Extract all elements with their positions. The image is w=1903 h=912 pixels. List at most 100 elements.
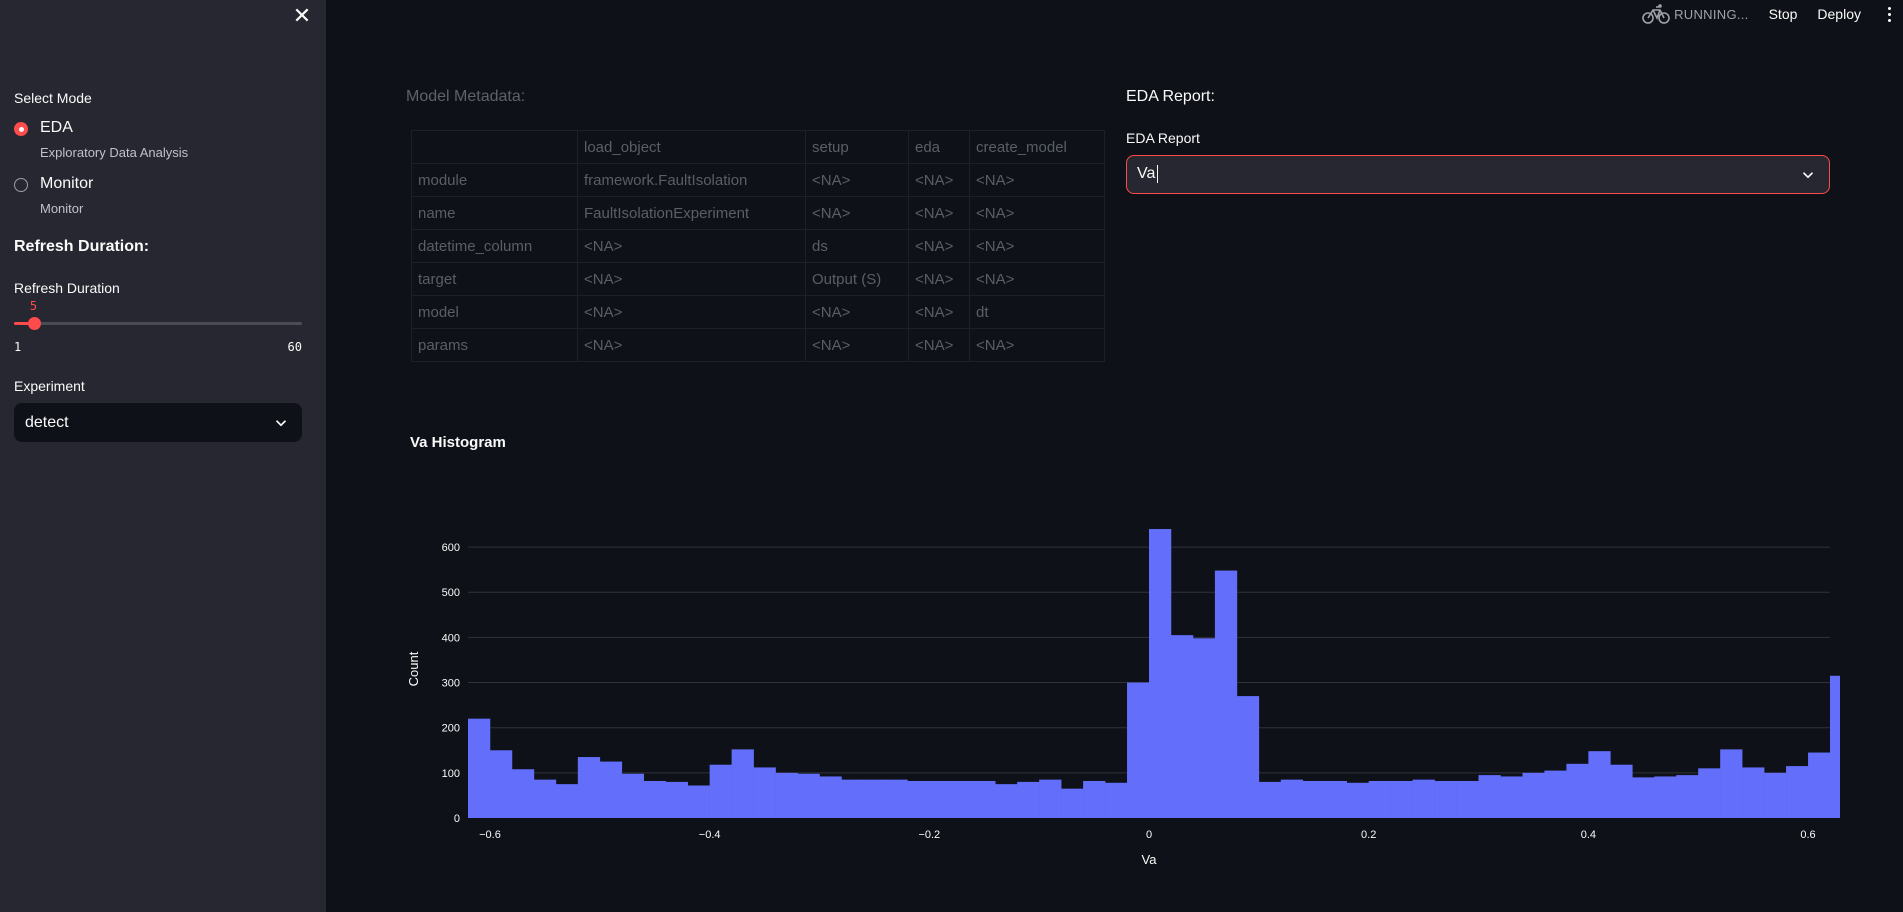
histogram-bar bbox=[1764, 772, 1787, 818]
histogram-bar bbox=[1390, 780, 1413, 818]
experiment-select[interactable]: detect bbox=[14, 403, 302, 442]
app-header: RUNNING... Stop Deploy bbox=[1642, 4, 1903, 24]
histogram-bar bbox=[907, 780, 930, 818]
table-cell: <NA> bbox=[805, 163, 909, 197]
eda-report-select-value[interactable]: Va bbox=[1137, 165, 1158, 183]
table-cell: dt bbox=[969, 295, 1105, 329]
histogram-bar bbox=[1522, 772, 1545, 818]
histogram-bar bbox=[511, 769, 535, 818]
table-cell: module bbox=[411, 163, 578, 197]
refresh-slider-track[interactable]: 5 bbox=[14, 299, 302, 330]
histogram-bar bbox=[1610, 764, 1633, 818]
histogram-bar bbox=[1280, 779, 1304, 818]
histogram-bar bbox=[1566, 763, 1589, 818]
table-row: datetime_column <NA> ds <NA> <NA> bbox=[411, 229, 1105, 263]
x-tick-label: −0.6 bbox=[479, 829, 501, 841]
histogram-bar bbox=[709, 764, 732, 818]
column-header bbox=[411, 130, 578, 164]
select-mode-label: Select Mode bbox=[14, 90, 92, 106]
histogram-bar bbox=[1412, 779, 1435, 818]
column-header: eda bbox=[908, 130, 970, 164]
table-row: name FaultIsolationExperiment <NA> <NA> … bbox=[411, 196, 1105, 230]
table-cell: <NA> bbox=[908, 196, 970, 230]
table-cell: name bbox=[411, 196, 578, 230]
x-tick-label: −0.2 bbox=[918, 829, 940, 841]
histogram-bar bbox=[555, 784, 579, 818]
radio-monitor-caption: Monitor bbox=[40, 201, 84, 216]
refresh-slider-max: 60 bbox=[287, 340, 302, 354]
histogram-bar bbox=[1632, 777, 1655, 818]
radio-eda-caption: Exploratory Data Analysis bbox=[40, 145, 189, 160]
model-metadata-title: Model Metadata: bbox=[406, 88, 526, 105]
histogram-bar bbox=[797, 773, 820, 818]
histogram-bar bbox=[1368, 780, 1391, 818]
histogram-bar bbox=[1544, 770, 1567, 818]
histogram-bar bbox=[1434, 780, 1457, 818]
radio-eda[interactable]: EDA bbox=[14, 119, 73, 137]
x-tick-label: 0 bbox=[1146, 829, 1152, 841]
deploy-button[interactable]: Deploy bbox=[1817, 6, 1861, 22]
histogram-bar bbox=[1258, 781, 1282, 818]
table-cell: params bbox=[411, 328, 578, 362]
table-row: target <NA> Output (S) <NA> <NA> bbox=[411, 262, 1105, 296]
histogram-bar bbox=[533, 779, 557, 818]
y-tick-label: 100 bbox=[442, 768, 460, 780]
eda-report-label: EDA Report bbox=[1126, 130, 1200, 146]
experiment-label: Experiment bbox=[14, 378, 85, 394]
column-header: create_model bbox=[969, 130, 1105, 164]
histogram-bar bbox=[665, 781, 688, 818]
refresh-duration-label: Refresh Duration bbox=[14, 280, 120, 296]
table-cell: datetime_column bbox=[411, 229, 578, 263]
stop-button[interactable]: Stop bbox=[1768, 6, 1798, 22]
table-cell: <NA> bbox=[577, 295, 806, 329]
radio-eda-indicator[interactable] bbox=[14, 122, 28, 136]
histogram-bar bbox=[841, 779, 864, 818]
histogram-bar bbox=[1676, 775, 1699, 818]
main-menu-icon[interactable] bbox=[1881, 4, 1897, 24]
table-row: params <NA> <NA> <NA> <NA> bbox=[411, 328, 1105, 362]
histogram-bar bbox=[1017, 781, 1040, 818]
refresh-slider-thumb[interactable] bbox=[27, 317, 41, 330]
histogram-bar bbox=[1808, 752, 1831, 818]
table-cell: framework.FaultIsolation bbox=[577, 163, 806, 197]
eda-report-title: EDA Report: bbox=[1126, 88, 1215, 105]
table-cell: FaultIsolationExperiment bbox=[577, 196, 806, 230]
histogram-bar bbox=[995, 784, 1018, 818]
eda-report-select[interactable]: Va bbox=[1126, 155, 1830, 194]
y-axis-label: Count bbox=[406, 651, 421, 686]
histogram-bar bbox=[1500, 776, 1523, 818]
table-cell: <NA> bbox=[805, 295, 909, 329]
table-cell: <NA> bbox=[908, 262, 970, 296]
histogram-bar bbox=[951, 780, 974, 818]
table-cell: <NA> bbox=[969, 229, 1105, 263]
table-cell: <NA> bbox=[969, 328, 1105, 362]
refresh-slider-fill bbox=[14, 322, 34, 325]
column-header: load_object bbox=[577, 130, 806, 164]
histogram-bar bbox=[1786, 766, 1809, 818]
histogram-bar bbox=[1478, 775, 1501, 818]
table-cell: <NA> bbox=[908, 295, 970, 329]
radio-monitor-label: Monitor bbox=[40, 175, 94, 192]
histogram-bar bbox=[1698, 768, 1721, 818]
chart-title: Va Histogram bbox=[410, 434, 506, 451]
histogram-bar bbox=[1324, 780, 1348, 818]
radio-monitor-indicator[interactable] bbox=[14, 178, 28, 192]
y-tick-label: 400 bbox=[442, 632, 460, 644]
histogram-bar bbox=[468, 718, 491, 818]
histogram-bar bbox=[753, 767, 776, 818]
table-cell: <NA> bbox=[969, 262, 1105, 296]
model-metadata-table: load_object setup eda create_model modul… bbox=[411, 130, 1105, 362]
histogram-bar bbox=[1830, 675, 1840, 818]
histogram-bar bbox=[643, 780, 667, 818]
radio-monitor[interactable]: Monitor bbox=[14, 175, 93, 193]
table-cell: Output (S) bbox=[805, 262, 909, 296]
histogram-bar bbox=[1588, 751, 1611, 818]
table-cell: <NA> bbox=[908, 163, 970, 197]
histogram-bar bbox=[1720, 749, 1743, 818]
table-cell: model bbox=[411, 295, 578, 329]
histogram-bar bbox=[1083, 780, 1106, 818]
close-sidebar-icon[interactable]: ✕ bbox=[292, 3, 312, 28]
y-tick-label: 300 bbox=[442, 678, 460, 690]
histogram-bar bbox=[1302, 780, 1326, 818]
histogram-bar bbox=[973, 780, 996, 818]
